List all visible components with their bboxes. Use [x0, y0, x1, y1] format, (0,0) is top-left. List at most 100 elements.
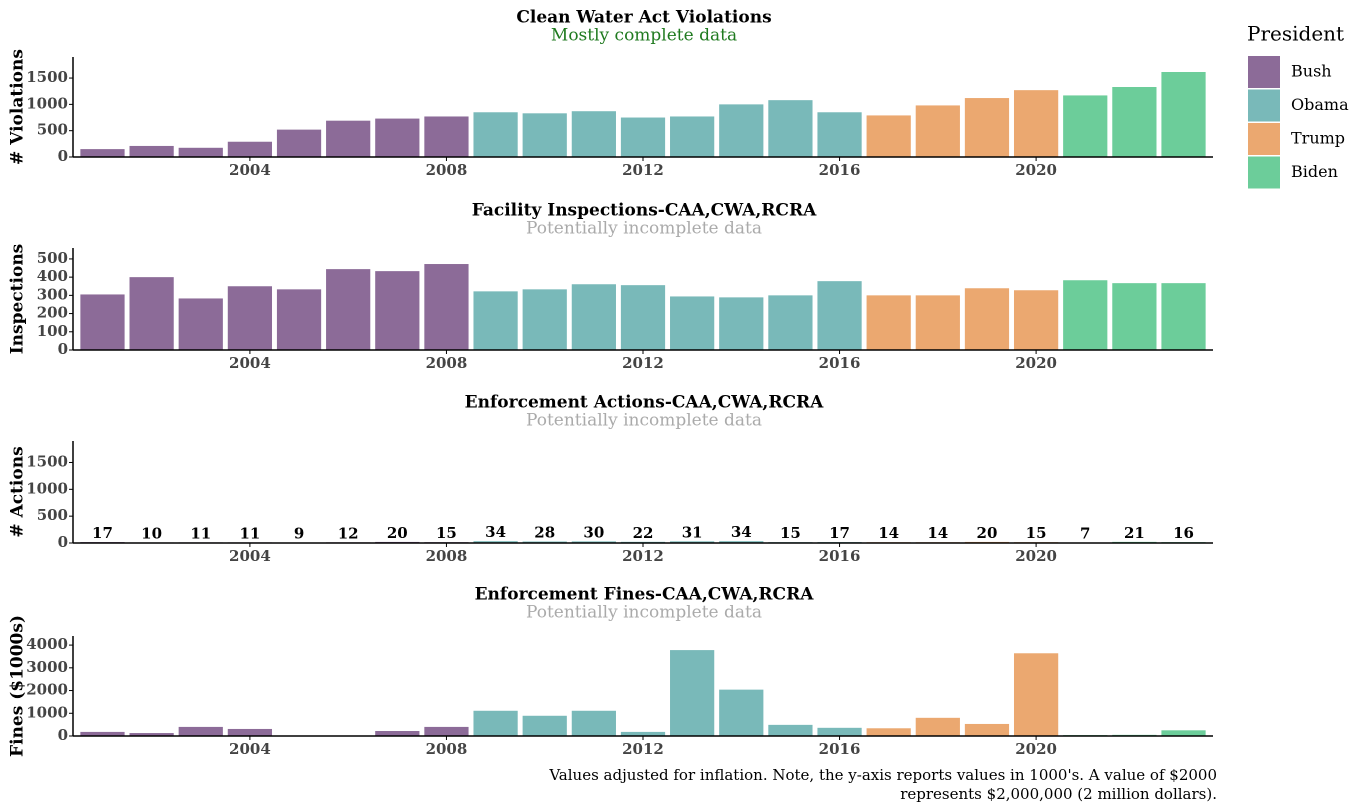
bar	[227, 728, 273, 736]
bar	[424, 264, 469, 350]
y-axis-label: # Violations	[8, 49, 28, 165]
bar	[620, 285, 666, 350]
bar	[1161, 283, 1206, 350]
y-tick-label: 400	[37, 267, 68, 285]
data-label: 28	[534, 523, 555, 541]
bar	[227, 286, 273, 350]
bar	[80, 731, 125, 736]
bar	[670, 296, 715, 350]
caption: Values adjusted for inflation. Note, the…	[548, 766, 1217, 784]
bar	[1013, 90, 1059, 157]
bar	[1112, 283, 1157, 350]
bar	[424, 116, 469, 157]
y-tick-label: 3000	[26, 658, 68, 676]
data-label: 20	[387, 524, 408, 542]
x-tick-label: 2016	[819, 740, 861, 758]
data-label: 12	[338, 524, 359, 542]
x-tick-label: 2012	[622, 354, 664, 372]
y-tick-label: 0	[58, 533, 68, 551]
x-tick-label: 2020	[1015, 354, 1057, 372]
bar	[178, 298, 223, 350]
bar	[522, 113, 567, 157]
bar	[129, 145, 174, 157]
bar	[276, 289, 322, 350]
bar	[866, 295, 911, 350]
y-tick-label: 1000	[26, 94, 68, 112]
bar	[620, 117, 666, 157]
chart-subtitle: Mostly complete data	[551, 26, 737, 46]
bar	[915, 105, 960, 157]
bar	[719, 689, 764, 736]
y-tick-label: 4000	[26, 635, 68, 653]
bar	[424, 726, 469, 736]
bar	[1112, 87, 1157, 157]
y-axis-label: Inspections	[8, 244, 28, 355]
x-tick-label: 2020	[1015, 547, 1057, 565]
bar	[915, 295, 960, 350]
bar	[80, 294, 125, 350]
bar	[964, 288, 1010, 350]
chart-title: Facility Inspections-CAA,CWA,RCRA	[472, 201, 817, 221]
x-tick-label: 2012	[622, 161, 664, 179]
bar	[915, 717, 960, 736]
y-tick-label: 1500	[26, 68, 68, 86]
bar	[375, 118, 420, 157]
data-label: 15	[780, 524, 801, 542]
legend-swatch	[1248, 123, 1280, 155]
bar	[719, 541, 764, 543]
bar	[866, 728, 911, 736]
y-tick-label: 1000	[26, 479, 68, 497]
chart-title: Enforcement Fines-CAA,CWA,RCRA	[475, 585, 815, 605]
bar	[817, 281, 862, 350]
chart-subtitle: Potentially incomplete data	[526, 603, 762, 623]
bar	[473, 541, 518, 543]
legend-title: President	[1247, 22, 1344, 46]
y-tick-label: 0	[58, 726, 68, 744]
bar	[964, 723, 1010, 736]
bar	[227, 141, 273, 157]
bar	[670, 650, 715, 736]
y-tick-label: 500	[37, 506, 68, 524]
x-tick-label: 2016	[819, 547, 861, 565]
bar	[571, 710, 616, 736]
bar	[522, 289, 567, 350]
legend-label: Obama	[1291, 95, 1349, 114]
data-label: 15	[1026, 524, 1047, 542]
bar	[571, 111, 616, 157]
y-tick-label: 100	[37, 322, 68, 340]
data-label: 30	[583, 523, 604, 541]
bar	[1063, 95, 1108, 157]
x-tick-label: 2004	[229, 354, 271, 372]
bar	[522, 541, 567, 543]
legend-swatch	[1248, 89, 1280, 122]
bar	[178, 726, 223, 736]
data-label: 9	[294, 525, 304, 543]
x-tick-label: 2016	[819, 354, 861, 372]
caption: represents $2,000,000 (2 million dollars…	[900, 785, 1217, 803]
legend-swatch	[1248, 156, 1280, 189]
bar	[768, 100, 813, 157]
data-label: 14	[878, 524, 899, 542]
x-tick-label: 2008	[426, 354, 468, 372]
y-tick-label: 300	[37, 285, 68, 303]
bar	[670, 116, 715, 157]
y-tick-label: 200	[37, 304, 68, 322]
x-tick-label: 2012	[622, 547, 664, 565]
x-tick-label: 2004	[229, 547, 271, 565]
x-tick-label: 2008	[426, 547, 468, 565]
chart-subtitle: Potentially incomplete data	[526, 411, 762, 431]
y-axis-label: # Actions	[8, 446, 28, 537]
data-label: 22	[633, 524, 654, 542]
bar	[326, 269, 371, 350]
bar	[276, 129, 322, 157]
x-tick-label: 2016	[819, 161, 861, 179]
bar	[768, 724, 813, 736]
bar	[522, 715, 567, 736]
legend-swatch	[1248, 56, 1280, 88]
x-tick-label: 2012	[622, 740, 664, 758]
x-tick-label: 2020	[1015, 740, 1057, 758]
bar	[1161, 730, 1206, 736]
data-label: 16	[1173, 524, 1194, 542]
bar	[178, 147, 223, 157]
